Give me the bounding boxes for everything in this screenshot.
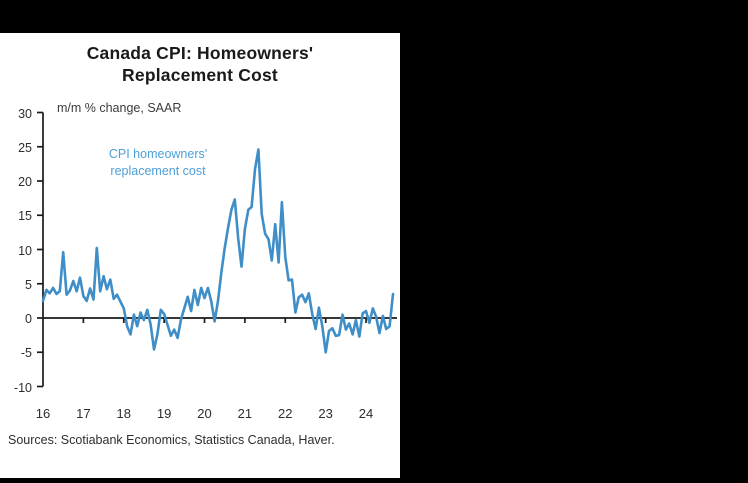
x-axis-label: 21: [237, 406, 253, 421]
cpi-replacement-cost-line-series: [41, 148, 395, 354]
x-axis-label: 19: [156, 406, 172, 421]
x-axis-label: 24: [358, 406, 374, 421]
chart-subtitle: m/m % change, SAAR: [57, 101, 182, 115]
sources-note: Sources: Scotiabank Economics, Statistic…: [8, 433, 335, 447]
y-axis-label: 0: [25, 312, 32, 326]
y-axis-label: -10: [13, 380, 32, 395]
y-axis-label: 30: [18, 106, 32, 121]
chart-panel: Canada CPI: Homeowners' Replacement Cost…: [0, 33, 400, 478]
x-axis-label: 22: [278, 406, 293, 421]
x-axis-label: 23: [318, 406, 333, 421]
x-axis-label: 18: [116, 406, 131, 421]
y-axis-label: 20: [18, 175, 32, 189]
y-axis-label: 10: [18, 243, 32, 258]
y-axis-label: -5: [20, 346, 32, 361]
y-axis-label: 25: [18, 140, 32, 155]
x-axis-label: 20: [197, 406, 212, 421]
y-axis-label: 5: [25, 277, 32, 292]
y-axis-label: 15: [18, 209, 32, 224]
series-annotation: CPI homeowners' replacement cost: [108, 147, 208, 178]
chart-canvas: [37, 111, 397, 388]
x-axis-label: 16: [35, 406, 51, 421]
x-axis-label: 17: [76, 406, 91, 421]
chart-title: Canada CPI: Homeowners' Replacement Cost: [86, 43, 314, 85]
